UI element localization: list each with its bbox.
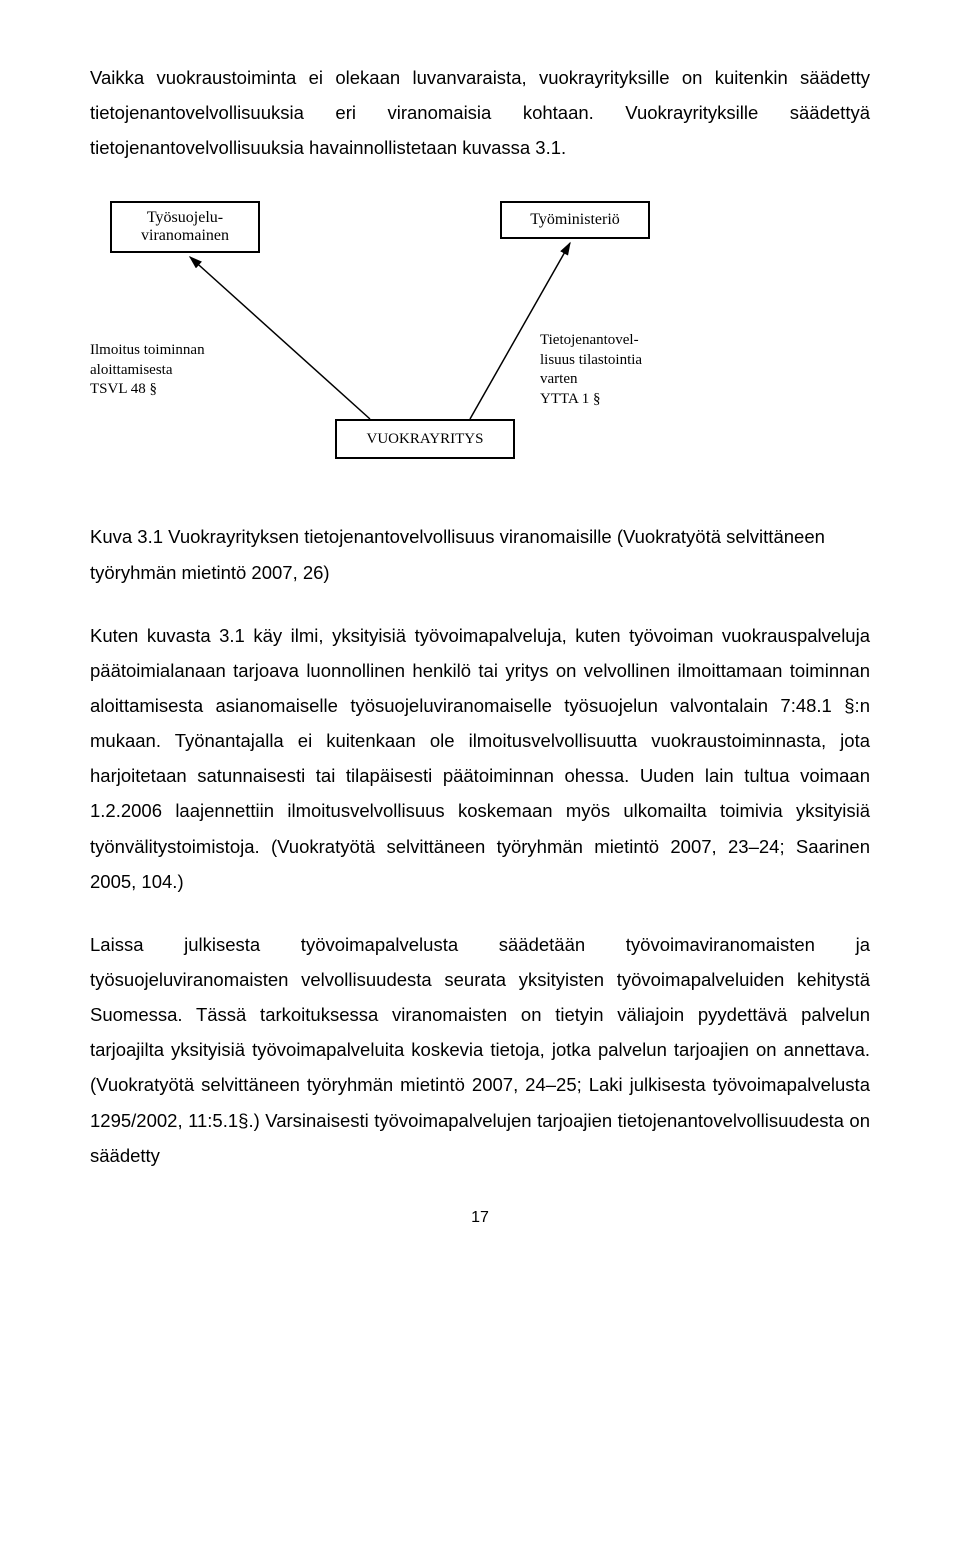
- paragraph-3: Laissa julkisesta työvoimapalvelusta sää…: [90, 927, 870, 1173]
- page-container: Vaikka vuokraustoiminta ei olekaan luvan…: [0, 0, 960, 1267]
- figure-caption: Kuva 3.1 Vuokrayrityksen tietojenantovel…: [90, 519, 870, 589]
- diagram-label-left: Ilmoitus toiminnanaloittamisestaTSVL 48 …: [90, 341, 205, 400]
- diagram-label-right: Tietojenantovel-lisuus tilastointiavarte…: [540, 331, 642, 409]
- page-number: 17: [90, 1209, 870, 1227]
- diagram-box-tyosuojelu: Työsuojelu-viranomainen: [110, 201, 260, 253]
- diagram-box-tyoministerio: Työministeriö: [500, 201, 650, 239]
- diagram-box-vuokrayritys: VUOKRAYRITYS: [335, 419, 515, 459]
- diagram-figure: Työsuojelu-viranomainen Työministeriö VU…: [90, 201, 850, 491]
- paragraph-1: Vaikka vuokraustoiminta ei olekaan luvan…: [90, 60, 870, 165]
- paragraph-2: Kuten kuvasta 3.1 käy ilmi, yksityisiä t…: [90, 618, 870, 899]
